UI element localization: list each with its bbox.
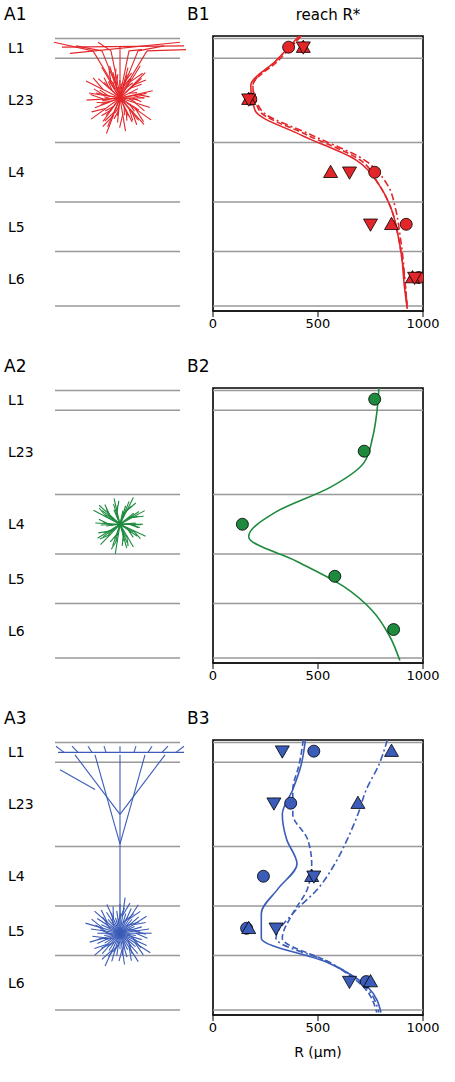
svg-text:L5: L5 — [8, 571, 25, 587]
svg-text:1000: 1000 — [406, 668, 439, 683]
svg-text:0: 0 — [209, 668, 217, 683]
svg-text:L5: L5 — [8, 923, 25, 939]
html-text:B1: B1 — [187, 4, 210, 24]
svg-text:500: 500 — [306, 668, 331, 683]
html-text:A2: A2 — [4, 356, 27, 376]
svg-text:500: 500 — [306, 1020, 331, 1035]
svg-text:0: 0 — [209, 1020, 217, 1035]
html-text:A3: A3 — [4, 708, 27, 728]
html-text:B3: B3 — [187, 708, 210, 728]
svg-text:L6: L6 — [8, 271, 25, 287]
svg-text:500: 500 — [306, 316, 331, 331]
svg-text:0: 0 — [209, 316, 217, 331]
svg-text:L1: L1 — [8, 40, 25, 56]
svg-text:L4: L4 — [8, 164, 25, 180]
svg-text:L23: L23 — [8, 444, 34, 460]
html-text:B2: B2 — [187, 356, 210, 376]
svg-text:1000: 1000 — [406, 1020, 439, 1035]
svg-text:L1: L1 — [8, 392, 25, 408]
svg-text:L23: L23 — [8, 796, 34, 812]
svg-text:L4: L4 — [8, 516, 25, 532]
svg-text:L5: L5 — [8, 219, 25, 235]
svg-text:L6: L6 — [8, 975, 25, 991]
svg-text:R (μm): R (μm) — [294, 1044, 342, 1059]
html-text:reach R*: reach R* — [295, 6, 361, 24]
svg-text:L1: L1 — [8, 744, 25, 760]
svg-text:L23: L23 — [8, 92, 34, 108]
html-text:A1: A1 — [4, 4, 27, 24]
svg-text:L4: L4 — [8, 868, 25, 884]
svg-text:1000: 1000 — [406, 316, 439, 331]
svg-text:L6: L6 — [8, 623, 25, 639]
